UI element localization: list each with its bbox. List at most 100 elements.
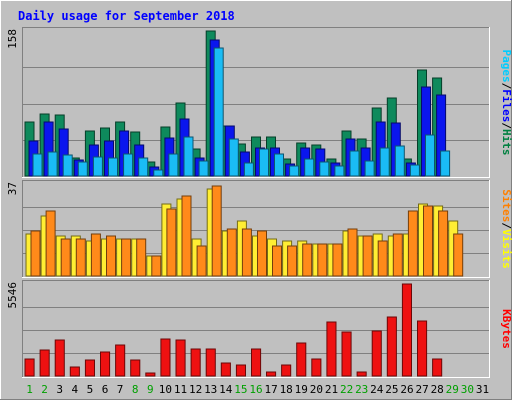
- day-label-3: 3: [56, 383, 63, 396]
- bar-sites-day-6: [106, 235, 116, 277]
- day-label-10: 10: [159, 383, 172, 396]
- day-label-21: 21: [325, 383, 338, 396]
- bar-kbytes-day-15: [235, 364, 246, 377]
- bar-kbytes-day-1: [24, 358, 35, 377]
- bar-kbytes-day-27: [417, 320, 428, 377]
- bar-pages-day-18: [289, 165, 300, 177]
- legend-item-hits: Hits: [500, 129, 512, 156]
- panel-kbytes: 5546 KBytes: [6, 280, 512, 378]
- bar-pages-day-24: [379, 147, 390, 177]
- bar-kbytes-day-3: [54, 339, 65, 377]
- panel-legend: KBytes: [500, 309, 512, 349]
- bar-pages-day-19: [304, 158, 315, 177]
- bar-sites-day-3: [60, 238, 71, 277]
- day-label-25: 25: [385, 383, 398, 396]
- bar-kbytes-day-6: [100, 351, 111, 377]
- bar-pages-day-5: [92, 156, 103, 177]
- day-label-18: 18: [280, 383, 293, 396]
- bar-pages-day-9: [153, 169, 164, 177]
- bar-sites-day-22: [347, 228, 358, 277]
- bar-pages-day-4: [77, 161, 88, 177]
- bar-pages-day-2: [47, 151, 58, 177]
- bar-kbytes-day-19: [296, 342, 307, 377]
- legend-separator: /: [500, 83, 512, 90]
- bar-sites-day-13: [211, 185, 222, 277]
- panel-visits-sites: 37 Sites/Visits: [6, 180, 512, 278]
- bar-kbytes-day-28: [432, 358, 443, 377]
- bar-kbytes-day-12: [190, 348, 201, 377]
- bar-kbytes-day-18: [281, 364, 292, 377]
- bar-kbytes-day-14: [220, 362, 231, 377]
- day-label-24: 24: [370, 383, 384, 396]
- bar-kbytes-day-8: [130, 359, 141, 377]
- bar-pages-day-14: [228, 138, 239, 177]
- day-label-16: 16: [249, 383, 262, 396]
- y-max-label: 158: [6, 29, 19, 49]
- bar-pages-day-3: [62, 154, 73, 177]
- bar-kbytes-day-7: [115, 344, 126, 377]
- panel-legend: Sites/Visits: [500, 189, 512, 269]
- bar-pages-day-28: [440, 150, 451, 177]
- bar-pages-day-26: [409, 164, 420, 177]
- bar-sites-day-25: [392, 233, 403, 277]
- legend-item-kbytes: KBytes: [500, 309, 512, 349]
- bar-sites-day-10: [166, 208, 177, 277]
- legend-item-sites: Sites: [500, 189, 512, 222]
- bar-pages-day-21: [334, 165, 345, 177]
- day-label-31: 31: [476, 383, 489, 396]
- day-label-20: 20: [310, 383, 323, 396]
- panel-legend: Pages/Files/Hits: [500, 50, 512, 156]
- bar-sites-day-17: [272, 245, 282, 277]
- bar-pages-day-25: [394, 145, 405, 177]
- day-label-27: 27: [415, 383, 428, 396]
- bar-sites-day-15: [241, 228, 252, 277]
- bar-pages-day-23: [364, 160, 375, 177]
- bar-pages-day-8: [138, 157, 149, 177]
- legend-item-visits: Visits: [500, 229, 512, 269]
- bar-sites-day-19: [302, 243, 313, 277]
- bar-kbytes-day-2: [39, 349, 50, 377]
- bar-kbytes-day-17: [266, 371, 277, 377]
- bar-kbytes-day-20: [311, 358, 322, 377]
- bar-kbytes-day-26: [401, 283, 412, 377]
- bar-kbytes-day-4: [69, 366, 80, 377]
- bar-sites-day-20: [317, 243, 328, 277]
- day-label-11: 11: [174, 383, 187, 396]
- day-label-6: 6: [102, 383, 109, 396]
- bar-sites-day-24: [377, 240, 388, 277]
- day-label-12: 12: [189, 383, 202, 396]
- bar-pages-day-27: [425, 134, 435, 177]
- bar-sites-day-7: [121, 238, 132, 277]
- bar-pages-day-10: [168, 153, 179, 177]
- panel-hits-files-pages: 158 Pages/Files/Hits: [6, 27, 512, 178]
- bar-sites-day-11: [181, 195, 192, 277]
- bar-pages-day-7: [123, 153, 134, 177]
- bar-sites-day-12: [196, 245, 207, 277]
- bar-sites-day-29: [453, 233, 464, 277]
- day-label-9: 9: [147, 383, 154, 396]
- bar-sites-day-27: [423, 205, 433, 277]
- day-label-8: 8: [132, 383, 139, 396]
- bar-pages-day-12: [198, 160, 209, 177]
- day-label-28: 28: [431, 383, 444, 396]
- day-label-14: 14: [219, 383, 233, 396]
- day-label-2: 2: [41, 383, 48, 396]
- day-label-29: 29: [446, 383, 459, 396]
- legend-separator: /: [500, 122, 512, 129]
- bar-pages-day-13: [213, 47, 224, 177]
- day-label-23: 23: [355, 383, 368, 396]
- day-label-13: 13: [204, 383, 217, 396]
- bar-sites-day-2: [45, 210, 56, 277]
- bar-pages-day-15: [243, 162, 254, 177]
- bar-sites-day-1: [30, 230, 41, 277]
- bar-sites-day-28: [438, 210, 449, 277]
- bar-kbytes-day-23: [356, 371, 367, 377]
- day-label-30: 30: [461, 383, 474, 396]
- bar-pages-day-22: [349, 150, 360, 177]
- bar-pages-day-11: [183, 136, 194, 177]
- y-max-label: 5546: [6, 282, 19, 309]
- bar-pages-day-16: [259, 148, 269, 177]
- day-label-22: 22: [340, 383, 353, 396]
- legend-separator: /: [500, 222, 512, 229]
